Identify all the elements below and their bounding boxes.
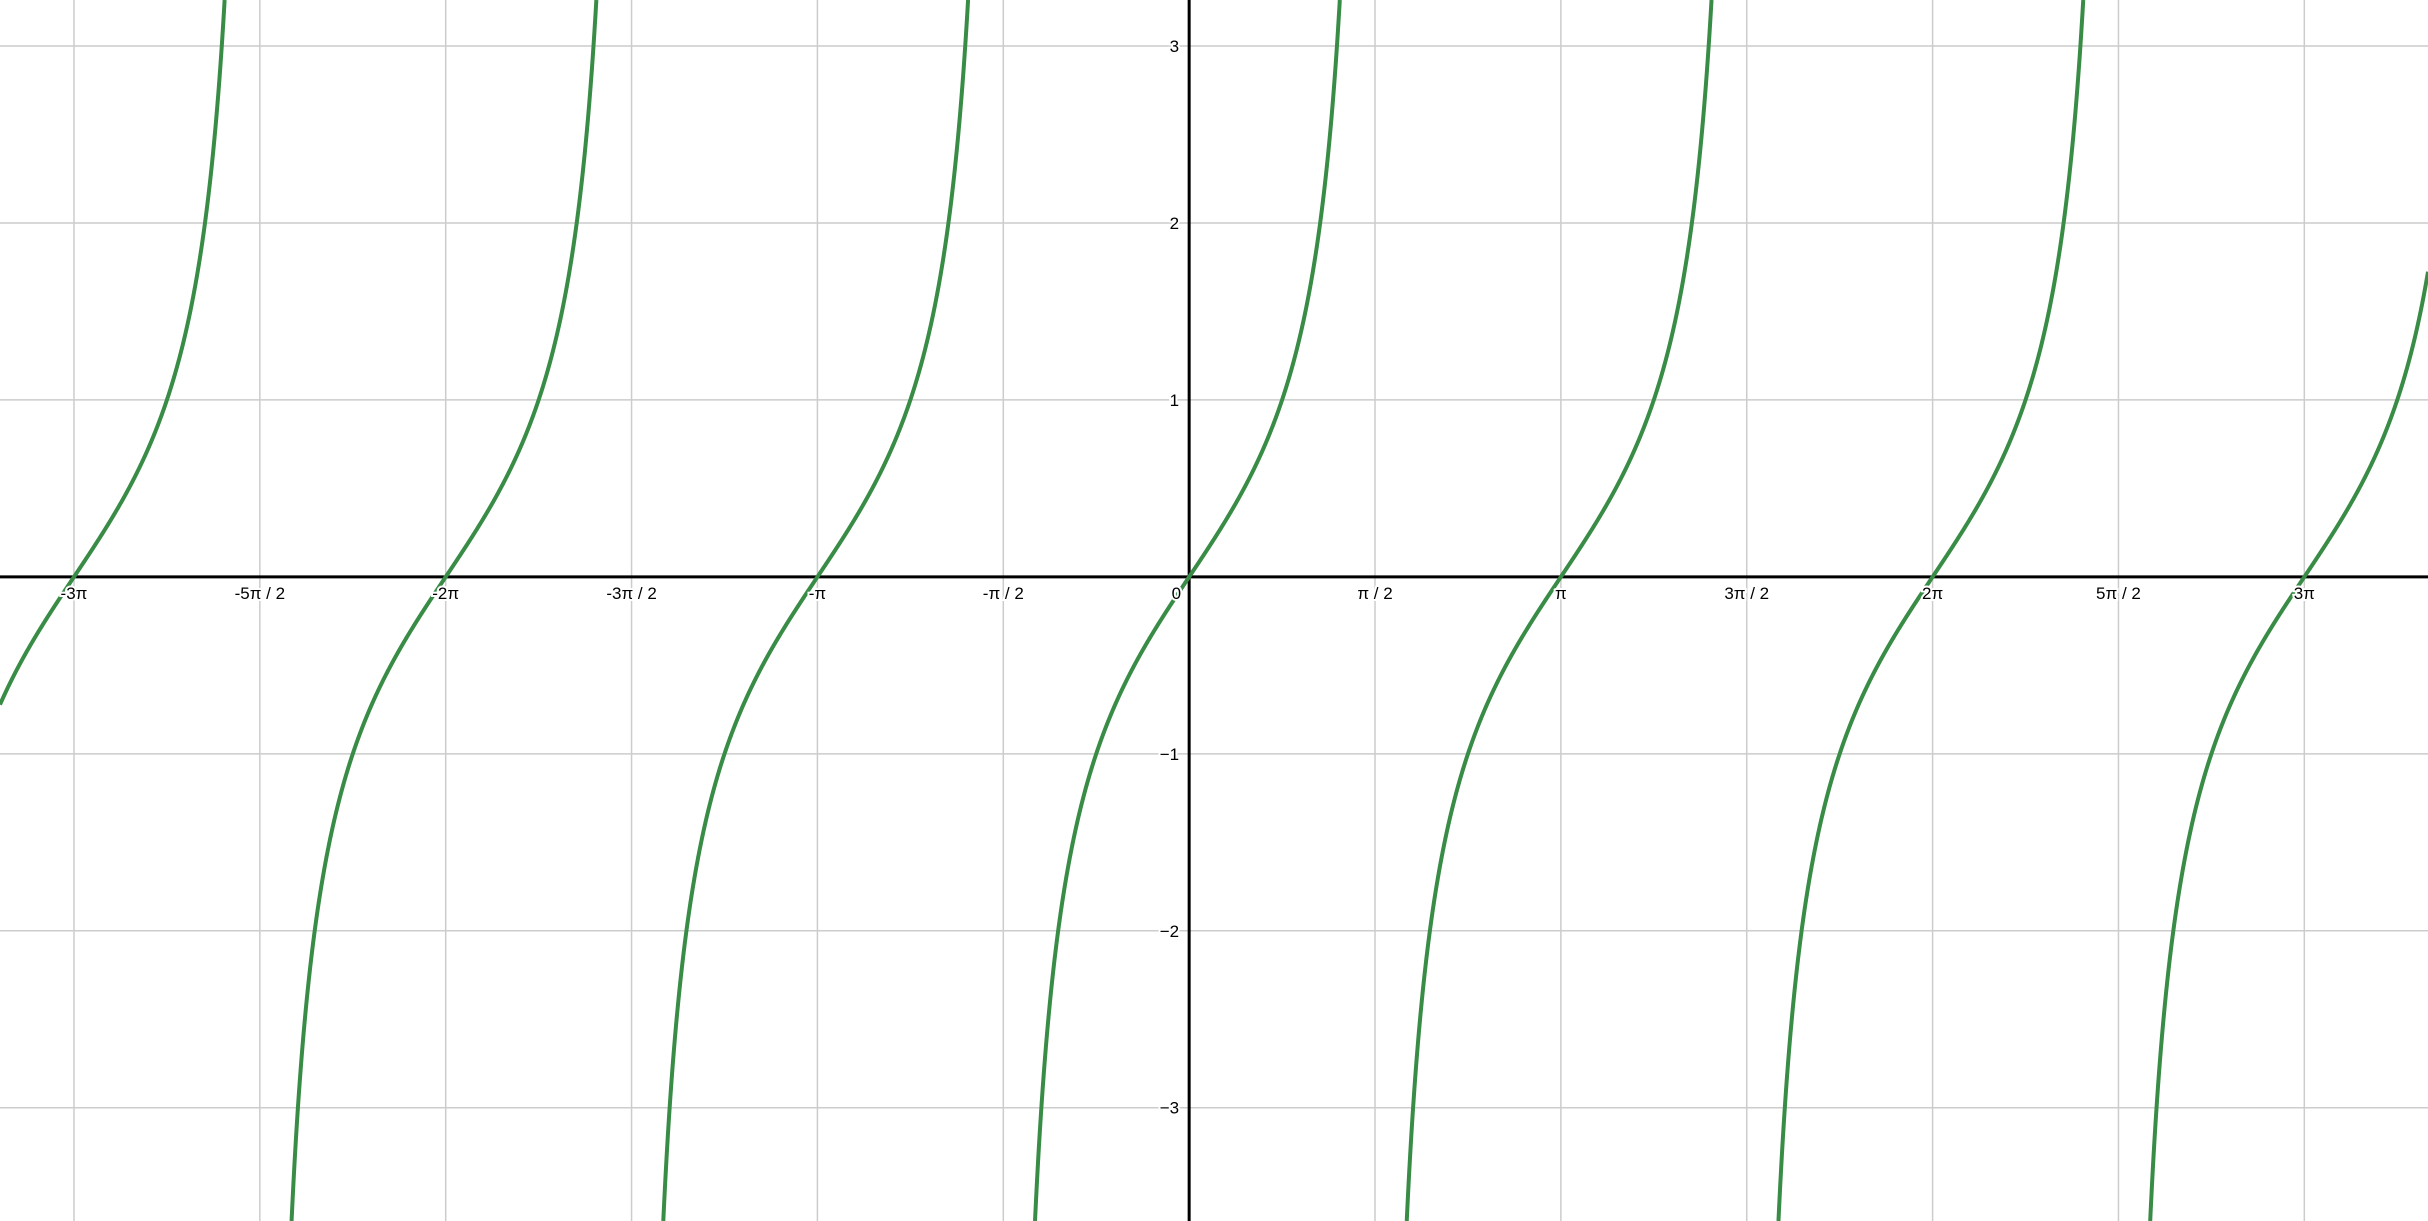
y-tick-label: 1: [1170, 391, 1179, 410]
y-tick-label: −3: [1160, 1099, 1179, 1118]
x-tick-label: 3π: [2294, 584, 2315, 603]
x-tick-label: -5π / 2: [235, 584, 285, 603]
x-tick-label: 2π: [1922, 584, 1943, 603]
y-tick-label: 2: [1170, 214, 1179, 233]
x-tick-label: 0: [1172, 584, 1181, 603]
tan-branch: [661, 0, 971, 1221]
tan-branch: [1404, 0, 1714, 1221]
tan-branch: [289, 0, 599, 1221]
x-tick-label: -3π / 2: [606, 584, 656, 603]
x-tick-label: π: [1555, 584, 1567, 603]
x-tick-label: -2π: [432, 584, 459, 603]
tan-branch: [0, 0, 227, 706]
y-tick-label: 3: [1170, 37, 1179, 56]
tan-branch: [2148, 271, 2428, 1221]
tan-branch: [1033, 0, 1342, 1221]
x-tick-label: π / 2: [1357, 584, 1392, 603]
x-tick-label: -3π: [61, 584, 88, 603]
y-tick-label: −1: [1160, 745, 1179, 764]
x-tick-label: 5π / 2: [2096, 584, 2141, 603]
x-tick-label: 3π / 2: [1724, 584, 1769, 603]
tick-labels: -3π -5π / 2 -2π -3π / 2 -π -π / 2 0 π / 2 π 3π / …: [59, 35, 2317, 1120]
tan-branch: [1776, 0, 2086, 1221]
y-tick-label: −2: [1160, 922, 1179, 941]
x-tick-label: -π: [809, 584, 826, 603]
x-tick-label: -π / 2: [983, 584, 1024, 603]
